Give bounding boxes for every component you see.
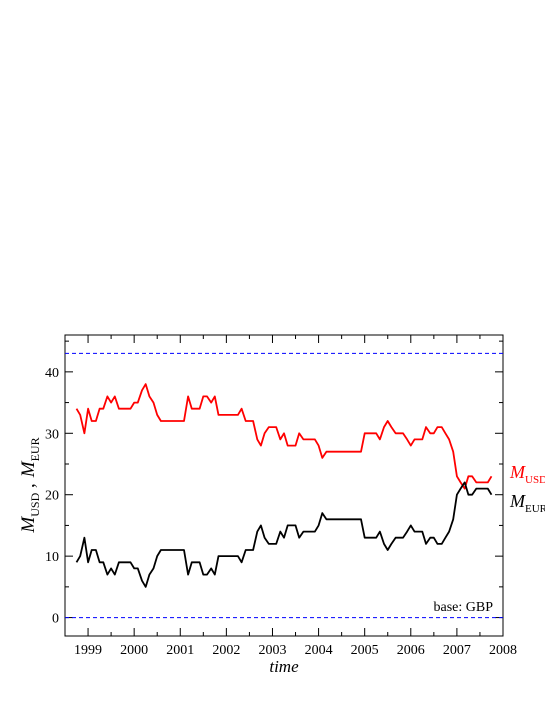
y-axis-label-separator: , — [18, 483, 39, 493]
y-axis-label-sub-2: EUR — [28, 437, 42, 461]
x-tick-label-2003: 2003 — [258, 643, 286, 658]
series-lines — [75, 383, 493, 588]
y-axis-label-main-2: M — [18, 460, 39, 478]
legend-label-usd-main: M — [509, 462, 526, 482]
x-axis-label: time — [269, 657, 299, 676]
y-axis-label-main-1: M — [18, 516, 39, 534]
x-tick-label-2008: 2008 — [489, 643, 517, 658]
y-tick-label-0: 0 — [52, 612, 59, 627]
series-line-usd — [75, 383, 493, 490]
x-tick-label-2007: 2007 — [443, 643, 471, 658]
y-axis-ticks: 0 10 20 30 40 — [45, 340, 503, 627]
legend-label-usd-sub: USD — [525, 474, 545, 486]
x-axis-ticks: 1999 2000 2001 2002 2003 2004 2005 2006 2007 2008 — [74, 335, 517, 658]
legend-label-eur-sub: EUR — [525, 503, 545, 515]
x-tick-label-2001: 2001 — [166, 643, 194, 658]
x-tick-label-2002: 2002 — [212, 643, 240, 658]
x-tick-label-2005: 2005 — [351, 643, 379, 658]
annotation-base: base: GBP — [434, 600, 494, 615]
series-line-eur — [75, 481, 493, 588]
y-tick-label-40: 40 — [45, 366, 59, 381]
reference-lines — [65, 352, 503, 619]
x-tick-label-2006: 2006 — [397, 643, 425, 658]
legend-label-eur: MEUR — [509, 491, 545, 515]
y-axis-label: MUSD ,MEUR — [18, 437, 42, 533]
x-tick-label-1999: 1999 — [74, 643, 102, 658]
legend-label-usd: MUSD — [509, 462, 545, 486]
y-tick-label-30: 30 — [45, 427, 59, 442]
y-tick-label-10: 10 — [45, 550, 59, 565]
y-axis-label-sub-1: USD — [28, 492, 42, 516]
x-tick-label-2004: 2004 — [305, 643, 333, 658]
x-tick-label-2000: 2000 — [120, 643, 148, 658]
plot-frame — [64, 334, 504, 637]
legend-label-eur-main: M — [509, 491, 526, 511]
y-tick-label-20: 20 — [45, 489, 59, 504]
